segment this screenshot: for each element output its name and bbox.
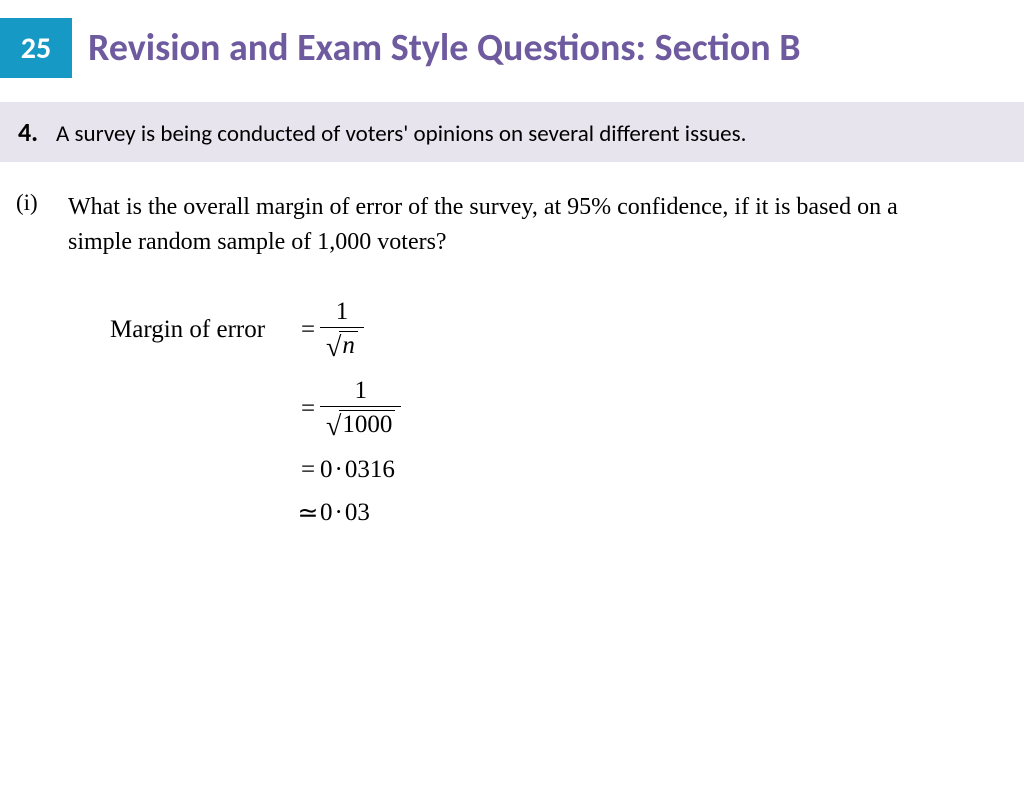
sqrt-2: √ 1000 [326,410,395,439]
math-line-1: Margin of error = 1 √ n [110,298,964,363]
numerator-2: 1 [348,377,373,407]
question-text: A survey is being conducted of voters' o… [56,120,746,148]
part-row: (i) What is the overall margin of error … [16,190,964,260]
denominator-1: √ n [320,327,364,363]
approx-sign: ≃ [296,498,320,528]
equals-sign: = [296,395,320,423]
header-row: 25 Revision and Exam Style Questions: Se… [0,18,1024,78]
value-4: 0·03 [320,499,370,527]
math-lhs-label: Margin of error [110,316,296,344]
int-part: 0 [320,456,333,483]
sqrt-1: √ n [326,331,358,360]
math-line-2: = 1 √ 1000 [110,377,964,442]
math-line-4: ≃ 0·03 [110,498,964,528]
fraction-2: 1 √ 1000 [320,377,401,442]
math-line-3: = 0·0316 [110,456,964,484]
denominator-2: √ 1000 [320,406,401,442]
page-title: Revision and Exam Style Questions: Secti… [72,18,801,78]
equals-sign: = [296,316,320,344]
value-3: 0·0316 [320,456,395,484]
numerator-1: 1 [330,298,355,328]
math-block: Margin of error = 1 √ n = 1 √ [110,298,964,528]
chapter-badge: 25 [0,18,72,78]
int-part: 0 [320,499,333,526]
frac-part: 03 [345,499,370,526]
body-area: (i) What is the overall margin of error … [0,162,1024,528]
fraction-1: 1 √ n [320,298,364,363]
frac-part: 0316 [345,456,395,483]
radicand-2: 1000 [339,410,395,439]
decimal-dot: · [333,499,345,526]
decimal-dot: · [333,456,345,483]
part-label: (i) [16,190,68,216]
part-text: What is the overall margin of error of t… [68,190,964,260]
question-bar: 4. A survey is being conducted of voters… [0,102,1024,162]
question-number: 4. [18,116,56,148]
radicand-1: n [339,331,358,360]
equals-sign: = [296,456,320,484]
